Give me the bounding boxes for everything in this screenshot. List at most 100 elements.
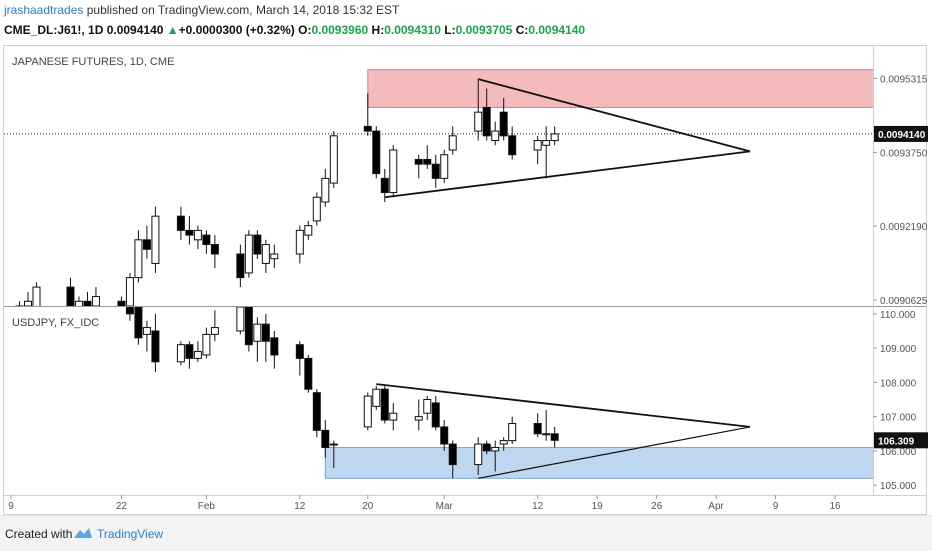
tradingview-logo-icon[interactable] [73,526,93,540]
change-arrow-icon: ▲ [166,23,179,37]
candle-body [474,443,483,466]
candle-body [380,388,389,421]
candle-body [185,229,194,236]
candle-body [423,399,432,414]
time-tick-label: 12 [294,501,306,512]
author-link[interactable]: jrashaadtrades [4,3,84,17]
candle-body [380,177,389,194]
low-label: L: [444,23,456,37]
candle-body [312,392,321,431]
price-tick-label: 105.000 [880,481,917,492]
candle-body [414,416,423,421]
time-tick-label: Apr [708,501,724,512]
candle-body [389,412,398,421]
time-tick-label: 12 [532,501,544,512]
ohlc-line: CME_DL:J61!, 1D 0.0094140 ▲+0.0000300 (+… [4,23,585,37]
candle-body [363,395,372,428]
created-with-label: Created with [5,527,73,541]
candle-body [431,163,440,179]
candle-body [125,277,134,306]
open-value: 0.0093960 [311,23,369,37]
candle-body [32,286,41,306]
candle-body [253,323,262,342]
candle-body [550,433,559,441]
candle-body [295,229,304,255]
candle-body [448,135,457,151]
footer: Created with TradingView [0,515,932,551]
candle-body [83,300,92,306]
candle-body [312,196,321,222]
price-tick-label: 109.000 [880,344,917,355]
last-price-label: 106.309 [878,436,915,447]
time-tick-label: 19 [592,501,604,512]
symbol-label: CME_DL:J61!, 1D [4,23,104,37]
candle-body [117,300,126,306]
time-tick-label: 26 [651,501,663,512]
candle-body [176,215,185,231]
candle-body [236,307,245,332]
candle-body [440,154,449,179]
candle-body [372,130,381,175]
close-label: C: [515,23,529,37]
candle-body [270,253,279,260]
candle-body [491,130,500,142]
candle-body [210,327,219,335]
candle-body [261,323,270,342]
high-label: H: [371,23,385,37]
price-tick-label: 106.000 [880,447,917,458]
tradingview-brand-link[interactable]: TradingView [97,527,164,541]
pane-plot [125,307,873,479]
chart-frame [3,45,927,515]
candle-body [508,422,517,442]
candle-body [66,286,75,306]
pane-title: USDJPY, FX_IDC [12,317,99,329]
candle-body [474,111,483,132]
candle-body [423,158,432,165]
candle-body [236,253,245,279]
time-tick-label: Mar [436,501,454,512]
published-text: published on TradingView.com, March 14, … [83,3,400,17]
price-tick-label: 107.000 [880,413,917,424]
candle-body [482,106,491,137]
candle-body [491,446,500,452]
low-value: 0.0093705 [455,23,513,37]
candle-body [499,440,508,445]
candle-body [202,234,211,246]
price-tick-label: 0.0095315 [880,74,928,85]
pane-plot [4,69,873,306]
price-tick-label: 110.000 [880,310,916,321]
last-price-box [874,432,928,449]
candle-body [431,402,440,428]
resistance-zone [367,69,873,108]
candle-body [440,426,449,445]
candle-body [414,158,423,165]
last-price-box [874,125,928,142]
candle-body [244,234,253,274]
candle-body [134,239,143,279]
candle-body [304,357,313,390]
candle-body [23,300,32,306]
candle-body [508,135,517,156]
candle-body [176,344,185,363]
candle-body [329,443,338,446]
usdjpy-pane: USDJPY, FX_IDC 110.000 109.000 108.000 107.0… [12,307,928,492]
candle-body [482,443,491,452]
time-tick-label: 20 [362,501,374,512]
high-value: 0.0094310 [384,23,441,37]
candle-body [321,429,330,448]
triangle-lower-line [384,150,751,199]
triangle-upper-line [477,78,751,153]
time-tick-label: Feb [198,501,216,512]
candle-body [142,239,151,250]
candle-body [151,330,160,363]
candle-body [448,443,457,466]
candle-body [261,244,270,264]
candle-body [253,234,262,255]
triangle-lower-line [478,426,751,479]
chart-area[interactable]: JAPANESE FUTURES, 1D, CME 0.0095315 0.0093… [0,0,932,515]
open-label: O: [298,23,312,37]
candle-body [321,177,330,203]
candle-body [295,344,304,359]
candle-body [304,225,313,236]
candle-body [151,215,160,264]
